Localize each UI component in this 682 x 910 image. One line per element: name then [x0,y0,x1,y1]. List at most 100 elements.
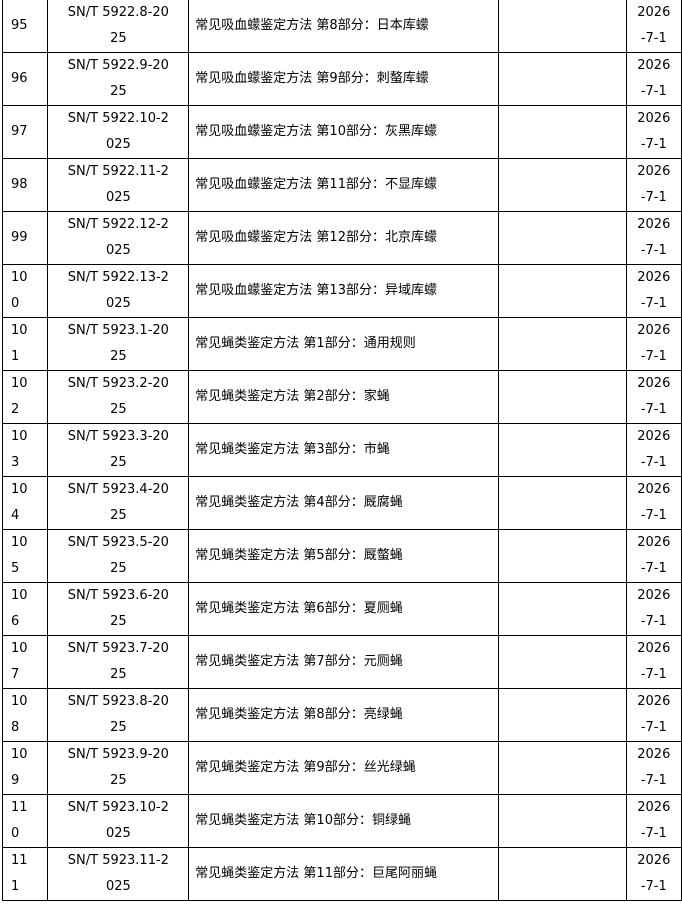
row-number-cell-line: 99 [11,230,28,245]
effective-date-cell-line: -7-1 [640,720,667,735]
row-number-cell: 10 8 [1,688,49,742]
row-number-cell-line: 0 [11,826,20,841]
effective-date-cell-line: 2026 [637,641,671,656]
row-number-cell-line: 98 [11,177,28,192]
note-cell [498,370,627,424]
standard-code-cell: SN/T 5923.8-20 25 [47,688,190,742]
standard-code-cell-line: 025 [105,879,131,894]
row-number-cell-line: 10 [11,270,28,285]
row-number-cell: 10 2 [1,370,49,424]
standard-title-cell: 常见吸血蠓鉴定方法 第12部分：北京库蠓 [188,211,500,265]
effective-date-cell-line: -7-1 [640,773,667,788]
effective-date-cell-line: 2026 [637,111,671,126]
effective-date-cell-line: -7-1 [640,667,667,682]
standard-title-cell: 常见蝇类鉴定方法 第7部分：元厕蝇 [188,635,500,689]
standard-code-cell: SN/T 5922.11-2 025 [47,158,190,212]
table-row: 10 2 SN/T 5923.2-20 25 常见蝇类鉴定方法 第2部分：家蝇 2026 -… [1,370,682,424]
note-cell [498,476,627,530]
effective-date-cell: 2026 -7-1 [625,211,682,265]
row-number-cell-line: 4 [11,508,20,523]
standard-code-cell-line: 25 [110,508,127,523]
row-number-cell: 10 7 [1,635,49,689]
standard-title-cell: 常见蝇类鉴定方法 第1部分：通用规则 [188,317,500,371]
standard-code-cell: SN/T 5923.3-20 25 [47,423,190,477]
standard-title-cell: 常见蝇类鉴定方法 第6部分：夏厕蝇 [188,582,500,636]
note-cell [498,635,627,689]
row-number-cell: 98 [1,158,49,212]
standard-code-cell: SN/T 5923.11-2 025 [47,847,190,901]
effective-date-cell: 2026 -7-1 [625,317,682,371]
standard-code-cell-line: SN/T 5923.11-2 [67,853,169,868]
effective-date-cell: 2026 -7-1 [625,370,682,424]
effective-date-cell-line: -7-1 [640,137,667,152]
standard-code-cell-line: SN/T 5922.13-2 [67,270,169,285]
standard-code-cell-line: 25 [110,773,127,788]
note-cell [498,794,627,848]
row-number-cell-line: 10 [11,429,28,444]
standard-code-cell: SN/T 5923.6-20 25 [47,582,190,636]
standard-code-cell-line: 025 [105,296,131,311]
effective-date-cell-line: 2026 [637,535,671,550]
note-cell [498,741,627,795]
row-number-cell: 10 4 [1,476,49,530]
row-number-cell-line: 97 [11,124,28,139]
table-row: 10 6 SN/T 5923.6-20 25 常见蝇类鉴定方法 第6部分：夏厕蝇 2026… [1,582,682,636]
row-number-cell: 10 0 [1,264,49,318]
effective-date-cell: 2026 -7-1 [625,635,682,689]
standard-title-cell: 常见吸血蠓鉴定方法 第8部分：日本库蠓 [188,0,500,53]
row-number-cell-line: 1 [11,879,20,894]
standard-code-cell: SN/T 5923.7-20 25 [47,635,190,689]
row-number-cell-line: 11 [11,800,28,815]
row-number-cell-line: 11 [11,853,28,868]
effective-date-cell: 2026 -7-1 [625,847,682,901]
row-number-cell-line: 5 [11,561,20,576]
effective-date-cell-line: 2026 [637,58,671,73]
row-number-cell: 11 1 [1,847,49,901]
note-cell [498,211,627,265]
row-number-cell: 11 0 [1,794,49,848]
note-cell [498,105,627,159]
effective-date-cell-line: 2026 [637,5,671,20]
standard-title-cell: 常见蝇类鉴定方法 第9部分：丝光绿蝇 [188,741,500,795]
row-number-cell-line: 95 [11,18,28,33]
effective-date-cell-line: -7-1 [640,826,667,841]
standard-code-cell-line: SN/T 5923.1-20 [67,323,169,338]
effective-date-cell-line: -7-1 [640,84,667,99]
note-cell [498,529,627,583]
standard-title-cell: 常见吸血蠓鉴定方法 第11部分：不显库蠓 [188,158,500,212]
table-row: 95 SN/T 5922.8-20 25 常见吸血蠓鉴定方法 第8部分：日本库蠓 202… [1,0,682,53]
row-number-cell-line: 10 [11,376,28,391]
effective-date-cell-line: 2026 [637,164,671,179]
row-number-cell-line: 0 [11,296,20,311]
standard-code-cell-line: 25 [110,349,127,364]
standard-code-cell: SN/T 5923.9-20 25 [47,741,190,795]
effective-date-cell-line: 2026 [637,482,671,497]
standard-code-cell: SN/T 5923.10-2 025 [47,794,190,848]
table-row: 11 0 SN/T 5923.10-2 025 常见蝇类鉴定方法 第10部分：铜绿蝇 20… [1,794,682,848]
row-number-cell: 10 5 [1,529,49,583]
effective-date-cell-line: 2026 [637,429,671,444]
standard-code-cell-line: SN/T 5923.7-20 [67,641,169,656]
standard-code-cell: SN/T 5923.5-20 25 [47,529,190,583]
standard-code-cell-line: SN/T 5923.2-20 [67,376,169,391]
effective-date-cell-line: -7-1 [640,402,667,417]
standard-title-cell: 常见蝇类鉴定方法 第4部分：厩腐蝇 [188,476,500,530]
row-number-cell: 10 6 [1,582,49,636]
effective-date-cell: 2026 -7-1 [625,529,682,583]
effective-date-cell-line: -7-1 [640,31,667,46]
table-row: 10 4 SN/T 5923.4-20 25 常见蝇类鉴定方法 第4部分：厩腐蝇 2026… [1,476,682,530]
row-number-cell-line: 10 [11,747,28,762]
standard-title-cell: 常见蝇类鉴定方法 第10部分：铜绿蝇 [188,794,500,848]
standard-code-cell-line: SN/T 5923.3-20 [67,429,169,444]
effective-date-cell-line: -7-1 [640,614,667,629]
row-number-cell-line: 10 [11,323,28,338]
row-number-cell-line: 3 [11,455,20,470]
effective-date-cell-line: -7-1 [640,243,667,258]
standard-title-cell: 常见吸血蠓鉴定方法 第13部分：异域库蠓 [188,264,500,318]
row-number-cell: 99 [1,211,49,265]
effective-date-cell-line: 2026 [637,217,671,232]
effective-date-cell: 2026 -7-1 [625,105,682,159]
row-number-cell: 10 9 [1,741,49,795]
standard-code-cell-line: SN/T 5923.9-20 [67,747,169,762]
